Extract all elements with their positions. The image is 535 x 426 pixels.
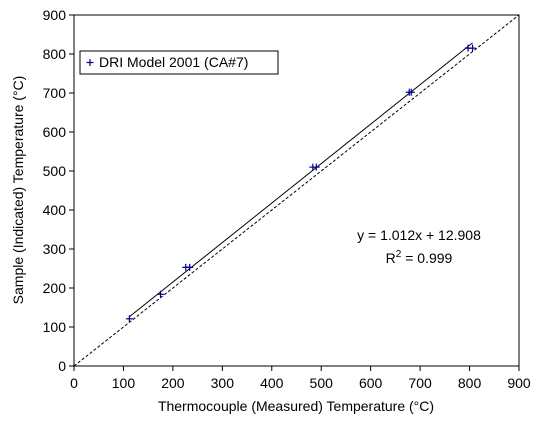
y-tick-label: 100 xyxy=(43,319,67,335)
regression-equation: y = 1.012x + 12.908 xyxy=(357,227,481,243)
data-point xyxy=(312,163,320,171)
y-tick-label: 300 xyxy=(43,241,67,257)
plot-area xyxy=(73,14,520,367)
y-tick-label: 900 xyxy=(43,7,67,23)
legend-marker xyxy=(86,59,94,66)
x-tick-label: 600 xyxy=(359,375,383,391)
y-tick-label: 0 xyxy=(58,358,66,374)
legend-box xyxy=(79,50,279,75)
data-point xyxy=(186,263,194,271)
reference-line-layer xyxy=(74,15,519,366)
y-tick-label: 600 xyxy=(43,124,67,140)
x-axis-title: Thermocouple (Measured) Temperature (°C) xyxy=(158,398,434,414)
y-tick-label: 700 xyxy=(43,85,67,101)
legend: DRI Model 2001 (CA#7) xyxy=(79,50,279,75)
x-tick-label: 300 xyxy=(211,375,235,391)
x-axis-ticks: 0 100 200 300 400 500 600 700 800 900 xyxy=(70,366,531,391)
reference-line xyxy=(74,15,519,366)
legend-series-label: DRI Model 2001 (CA#7) xyxy=(99,54,248,70)
y-axis-title: Sample (Indicated) Temperature (°C) xyxy=(10,76,26,305)
x-tick-label: 700 xyxy=(408,375,432,391)
x-tick-label: 900 xyxy=(507,375,531,391)
r2-suffix: = 0.999 xyxy=(401,250,452,266)
data-point xyxy=(125,315,133,323)
x-tick-label: 800 xyxy=(458,375,482,391)
plot-frame xyxy=(73,14,520,367)
r2-prefix: R xyxy=(386,250,396,266)
data-point xyxy=(407,88,415,96)
data-point xyxy=(157,290,165,298)
x-tick-label: 200 xyxy=(161,375,185,391)
points-layer xyxy=(125,44,477,323)
r2-superscript: 2 xyxy=(396,249,402,260)
y-axis-ticks: 0 100 200 300 400 500 600 700 800 900 xyxy=(43,7,74,374)
x-tick-label: 100 xyxy=(112,375,136,391)
y-tick-label: 800 xyxy=(43,46,67,62)
regression-line xyxy=(129,42,473,318)
y-tick-label: 500 xyxy=(43,163,67,179)
x-tick-label: 400 xyxy=(260,375,284,391)
x-tick-label: 500 xyxy=(310,375,334,391)
y-tick-label: 200 xyxy=(43,280,67,296)
fit-line-layer xyxy=(129,42,473,318)
legend-plus-marker xyxy=(86,59,94,66)
data-point xyxy=(469,44,477,52)
x-tick-label: 0 xyxy=(70,375,78,391)
r-squared-annotation: R2 = 0.999 xyxy=(386,249,453,266)
y-tick-label: 400 xyxy=(43,202,67,218)
